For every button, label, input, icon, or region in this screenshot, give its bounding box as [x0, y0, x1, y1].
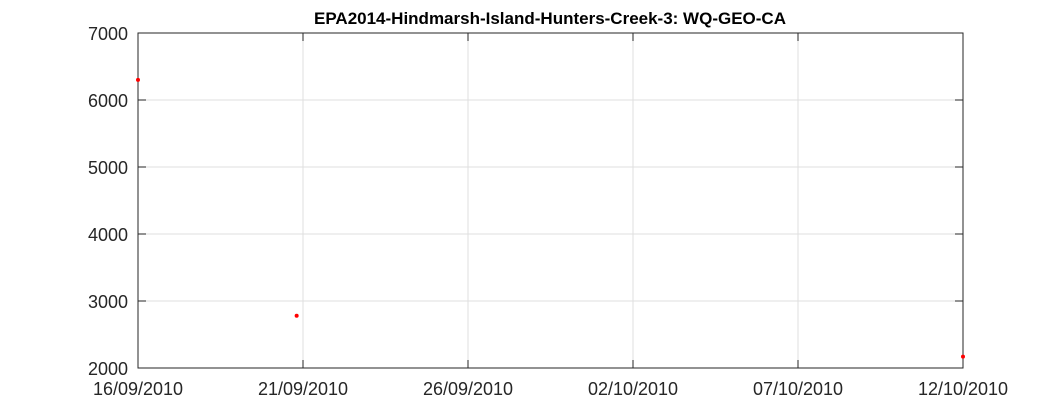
data-points — [136, 77, 965, 359]
x-tick-label: 26/09/2010 — [423, 379, 513, 399]
grid — [138, 33, 963, 368]
y-tick-label: 7000 — [88, 24, 128, 44]
data-point — [961, 354, 965, 359]
x-axis: 16/09/2010 21/09/2010 26/09/2010 02/10/2010… — [93, 379, 1008, 399]
plot-frame — [137, 32, 964, 369]
data-point — [136, 77, 140, 82]
x-tick-label: 02/10/2010 — [588, 379, 678, 399]
y-tick-label: 6000 — [88, 91, 128, 111]
chart-title: EPA2014-Hindmarsh-Island-Hunters-Creek-3… — [314, 9, 786, 28]
x-tick-label: 21/09/2010 — [258, 379, 348, 399]
x-tick-label: 12/10/2010 — [918, 379, 1008, 399]
y-tick-label: 5000 — [88, 158, 128, 178]
y-tick-label: 3000 — [88, 292, 128, 312]
y-tick-label: 4000 — [88, 225, 128, 245]
y-tick-label: 2000 — [88, 359, 128, 379]
y-axis: 2000 3000 4000 5000 6000 7000 — [88, 24, 128, 379]
x-tick-label: 16/09/2010 — [93, 379, 183, 399]
axis-ticks — [137, 32, 964, 369]
data-point — [294, 313, 299, 318]
x-tick-label: 07/10/2010 — [753, 379, 843, 399]
